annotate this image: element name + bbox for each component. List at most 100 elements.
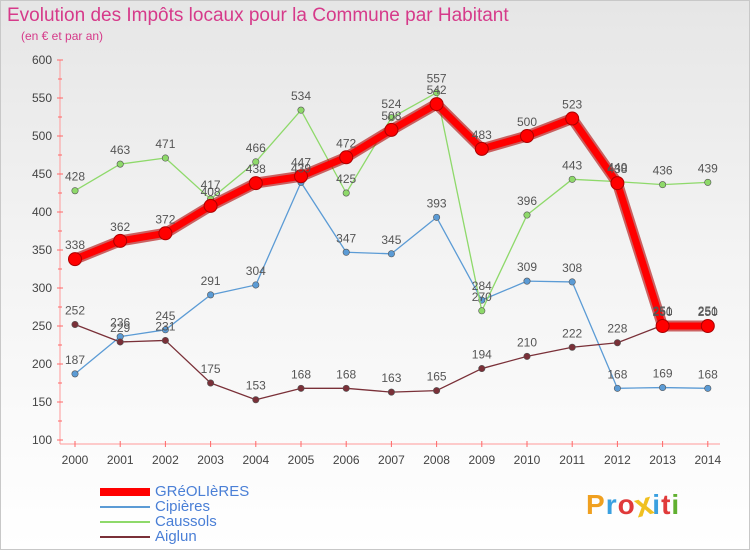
data-point-0 bbox=[429, 97, 444, 112]
data-label-0: 372 bbox=[155, 212, 175, 226]
data-label-2: 463 bbox=[110, 143, 130, 157]
logo-letter: i bbox=[671, 489, 681, 520]
data-label-3: 251 bbox=[653, 304, 673, 318]
logo-letter: t bbox=[661, 489, 672, 520]
data-label-0: 338 bbox=[65, 238, 85, 252]
data-point-2 bbox=[387, 114, 395, 122]
data-label-2: 436 bbox=[653, 164, 673, 178]
data-point-0 bbox=[68, 252, 82, 267]
data-label-0: 250 bbox=[653, 305, 673, 319]
x-tick-label: 2012 bbox=[604, 453, 631, 467]
proxiti-logo: Proxiti bbox=[586, 485, 681, 524]
data-label-0: 438 bbox=[607, 162, 627, 176]
data-point-3 bbox=[568, 343, 576, 351]
x-tick-label: 2003 bbox=[197, 453, 224, 467]
x-tick-label: 2011 bbox=[559, 453, 585, 467]
data-label-2: 440 bbox=[607, 161, 627, 175]
data-label-3: 228 bbox=[607, 322, 627, 336]
data-point-1 bbox=[568, 278, 576, 286]
data-point-3 bbox=[478, 365, 486, 373]
y-tick-label: 400 bbox=[32, 205, 52, 219]
data-point-3 bbox=[71, 320, 79, 328]
x-tick-label: 2000 bbox=[62, 453, 89, 467]
data-label-2: 524 bbox=[381, 97, 401, 111]
legend-label: GRéOLIèRES bbox=[155, 483, 250, 500]
data-label-3: 229 bbox=[110, 321, 130, 335]
data-point-0 bbox=[655, 319, 670, 333]
x-tick-label: 2008 bbox=[423, 453, 450, 467]
data-label-2: 428 bbox=[65, 170, 85, 184]
data-point-3 bbox=[116, 338, 124, 346]
y-tick-label: 200 bbox=[32, 357, 52, 371]
data-point-0 bbox=[294, 169, 308, 184]
x-tick-label: 2007 bbox=[378, 453, 405, 467]
data-label-2: 425 bbox=[336, 172, 356, 186]
data-label-2: 534 bbox=[291, 89, 311, 103]
data-point-0 bbox=[700, 319, 715, 333]
data-point-1 bbox=[342, 248, 350, 256]
data-label-1: 284 bbox=[472, 279, 492, 293]
legend-swatch bbox=[100, 505, 150, 508]
chart-title: Evolution des Impôts locaux pour la Comm… bbox=[7, 5, 509, 26]
data-label-1: 168 bbox=[607, 367, 627, 381]
x-tick-label: 2004 bbox=[242, 453, 269, 467]
data-label-0: 438 bbox=[246, 162, 266, 176]
data-label-2: 270 bbox=[472, 290, 492, 304]
x-tick-label: 2002 bbox=[152, 453, 179, 467]
data-point-2 bbox=[568, 175, 576, 183]
data-label-3: 252 bbox=[65, 303, 85, 317]
data-point-0 bbox=[565, 111, 580, 126]
data-label-1: 291 bbox=[201, 274, 221, 288]
logo-letter: i bbox=[652, 489, 662, 520]
data-point-0 bbox=[610, 176, 625, 191]
chart-subtitle: (en € et par an) bbox=[21, 29, 104, 43]
data-label-3: 175 bbox=[201, 362, 221, 376]
data-point-3 bbox=[207, 379, 215, 387]
data-point-2 bbox=[433, 89, 441, 97]
logo-letter: o bbox=[617, 489, 636, 520]
data-point-1 bbox=[161, 326, 169, 334]
data-label-1: 309 bbox=[517, 260, 537, 274]
legend-label: Caussols bbox=[155, 513, 217, 530]
data-point-2 bbox=[704, 178, 712, 186]
data-point-3 bbox=[297, 384, 305, 392]
data-point-0 bbox=[248, 176, 263, 191]
y-tick-label: 450 bbox=[32, 167, 52, 181]
data-label-3: 163 bbox=[381, 371, 401, 385]
data-label-1: 345 bbox=[381, 233, 401, 247]
data-point-3 bbox=[252, 396, 260, 404]
x-tick-label: 2013 bbox=[649, 453, 676, 467]
data-point-0 bbox=[474, 141, 489, 156]
x-tick-label: 2009 bbox=[468, 453, 495, 467]
data-point-1 bbox=[613, 384, 621, 392]
data-label-0: 472 bbox=[336, 136, 356, 150]
data-label-0: 408 bbox=[201, 185, 221, 199]
data-point-2 bbox=[659, 181, 667, 189]
data-point-0 bbox=[158, 226, 173, 241]
data-label-2: 471 bbox=[155, 137, 175, 151]
data-label-2: 557 bbox=[427, 72, 447, 86]
legend-swatch bbox=[100, 520, 150, 523]
logo-letter: r bbox=[605, 489, 618, 520]
data-label-3: 168 bbox=[336, 367, 356, 381]
y-tick-label: 500 bbox=[32, 129, 52, 143]
data-point-1 bbox=[387, 250, 395, 258]
data-point-3 bbox=[613, 339, 621, 347]
legend-swatch bbox=[100, 487, 150, 496]
data-label-1: 347 bbox=[336, 231, 356, 245]
data-label-0: 500 bbox=[517, 115, 537, 129]
data-label-3: 231 bbox=[155, 319, 175, 333]
data-point-2 bbox=[71, 187, 79, 195]
legend-swatch bbox=[100, 535, 150, 538]
data-label-3: 194 bbox=[472, 348, 492, 362]
data-label-1: 439 bbox=[291, 161, 311, 175]
data-label-3: 251 bbox=[698, 304, 718, 318]
data-label-1: 304 bbox=[246, 264, 266, 278]
data-label-0: 483 bbox=[472, 128, 492, 142]
data-label-2: 439 bbox=[698, 161, 718, 175]
data-point-2 bbox=[297, 106, 305, 114]
data-point-1 bbox=[71, 370, 79, 378]
legend-label: Cipières bbox=[155, 498, 211, 515]
data-point-3 bbox=[387, 388, 395, 396]
